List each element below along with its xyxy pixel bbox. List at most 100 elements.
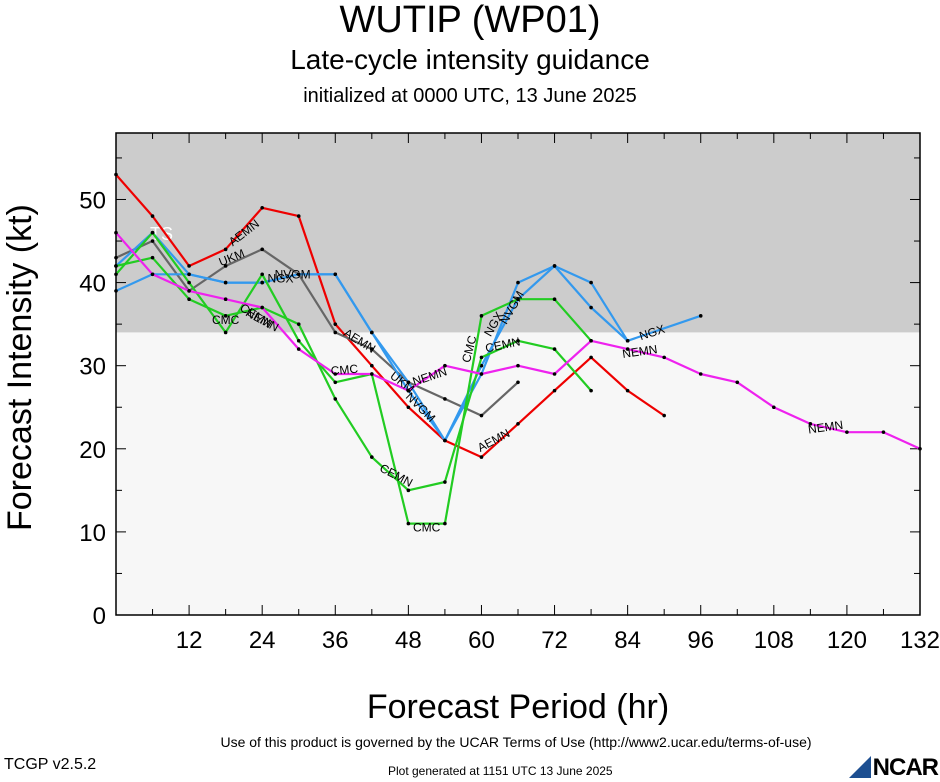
data-point-nemn	[406, 388, 411, 393]
data-point-cemn	[552, 347, 557, 351]
data-point-nemn	[516, 363, 520, 368]
data-point-nvgm	[223, 280, 228, 285]
data-point-ukm	[479, 413, 484, 418]
data-point-aemn	[589, 355, 593, 360]
data-point-nemn	[296, 347, 301, 351]
data-point-nemn	[552, 372, 557, 376]
data-point-ukm	[260, 247, 264, 252]
generated-timestamp: Plot generated at 1151 UTC 13 June 2025	[388, 764, 613, 778]
data-point-cmc	[552, 297, 557, 302]
data-point-cemn	[296, 322, 301, 326]
data-point-nvgm	[552, 264, 557, 268]
y-tick-label: 20	[79, 437, 106, 464]
data-point-ngx	[114, 289, 118, 293]
x-tick-label: 48	[395, 627, 422, 654]
data-point-cemn	[187, 297, 191, 302]
data-point-nvgm	[333, 272, 338, 277]
data-point-ukm	[516, 380, 520, 385]
data-point-nemn	[260, 305, 264, 310]
data-point-nemn	[918, 446, 922, 451]
data-point-cmc	[516, 297, 520, 302]
data-point-aemn	[406, 405, 411, 410]
y-tick-label: 10	[79, 520, 106, 547]
series-line-aemn	[115, 173, 665, 459]
data-point-nemn	[881, 430, 886, 434]
version-label: TCGP v2.5.2	[4, 756, 97, 773]
data-point-nemn	[625, 347, 630, 351]
data-point-cemn	[516, 338, 520, 343]
band-label-ts: TS	[150, 224, 173, 244]
data-point-aemn	[516, 422, 520, 426]
ncar-logo: NCAR	[848, 754, 939, 782]
data-point-nemn	[114, 230, 118, 235]
data-point-cmc	[406, 521, 411, 526]
data-point-aemn	[625, 388, 630, 393]
data-point-cmc	[479, 314, 484, 318]
series-line-cmc	[115, 231, 592, 525]
data-point-cemn	[589, 388, 593, 393]
data-point-aemn	[296, 214, 301, 218]
data-point-nemn	[150, 272, 155, 277]
x-tick-label: 120	[827, 627, 867, 654]
data-point-nvgm	[187, 272, 191, 277]
data-point-cmc	[114, 272, 118, 277]
data-point-nemn	[808, 422, 813, 426]
data-point-nvgm	[589, 280, 593, 285]
x-tick-label: 24	[249, 627, 276, 654]
data-point-cmc	[260, 272, 264, 277]
series-label-nemn: NEMN	[807, 418, 844, 437]
x-tick-label: 96	[687, 627, 714, 654]
data-point-aemn	[370, 363, 374, 368]
data-point-nemn	[370, 372, 374, 376]
data-point-cemn	[333, 397, 338, 401]
series-label-cmc: CMC	[212, 313, 240, 327]
data-point-ukm	[443, 397, 447, 401]
data-point-cemn	[479, 355, 484, 360]
data-point-cemn	[223, 314, 228, 318]
series-label-cmc: CMC	[330, 362, 359, 378]
data-point-ngx	[479, 363, 484, 368]
data-point-nemn	[845, 430, 849, 434]
data-point-nemn	[589, 338, 593, 343]
series-label-nvgm: NVGM	[275, 267, 311, 281]
intensity-band-1	[116, 332, 920, 615]
chart-title: WUTIP (WP01)	[339, 0, 601, 41]
data-point-cmc	[296, 338, 301, 343]
data-point-nemn	[479, 372, 484, 376]
data-point-cmc	[187, 280, 191, 285]
series-label-cmc: CMC	[413, 521, 441, 535]
data-point-nemn	[698, 372, 703, 376]
data-point-nvgm	[260, 280, 264, 285]
data-point-ukm	[223, 264, 228, 268]
data-point-cmc	[333, 380, 338, 385]
data-point-aemn	[552, 388, 557, 393]
ncar-logo-text: NCAR	[872, 754, 939, 781]
init-time: initialized at 0000 UTC, 13 June 2025	[303, 85, 637, 107]
y-tick-label: 40	[79, 271, 106, 298]
series-line-ukm	[115, 239, 519, 417]
data-point-cmc	[223, 330, 228, 335]
data-point-cmc	[443, 521, 447, 526]
data-point-aemn	[150, 214, 155, 218]
data-point-cemn	[370, 455, 374, 459]
data-point-ukm	[333, 330, 338, 335]
data-point-aemn	[223, 247, 228, 252]
y-tick-label: 50	[79, 187, 106, 214]
x-axis-label: Forecast Period (hr)	[366, 688, 670, 726]
terms-of-use-text: Use of this product is governed by the U…	[220, 734, 812, 750]
x-tick-label: 84	[614, 627, 641, 654]
x-tick-label: 72	[541, 627, 568, 654]
data-point-cemn	[406, 488, 411, 493]
data-point-nemn	[223, 297, 228, 302]
data-point-aemn	[187, 264, 191, 268]
data-point-cemn	[150, 255, 155, 260]
data-point-ukm	[370, 347, 374, 351]
data-point-cemn	[443, 480, 447, 484]
x-tick-label: 108	[754, 627, 794, 654]
series-label-ngx: NGX	[267, 271, 293, 285]
data-point-ngx	[406, 380, 411, 385]
chart-subtitle: Late-cycle intensity guidance	[290, 44, 650, 75]
y-axis-label: Forecast Intensity (kt)	[1, 204, 39, 531]
x-tick-label: 36	[322, 627, 349, 654]
